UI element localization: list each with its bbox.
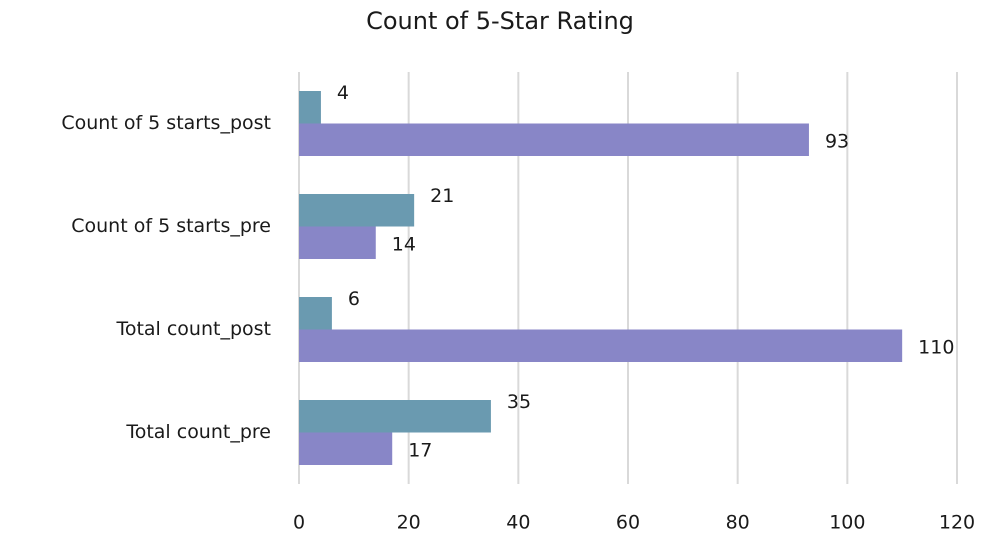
bar [299,432,393,465]
x-tick-label: 40 [506,512,530,534]
data-label: 21 [430,185,454,207]
data-label: 93 [825,130,849,152]
bar [299,329,903,362]
y-tick-label: Count of 5 starts_pre [71,215,271,237]
x-tick-label: 60 [616,512,640,534]
bar [299,226,376,259]
bar [299,91,321,124]
bar [299,123,809,156]
y-tick-label: Total count_post [115,318,271,340]
data-label: 35 [507,391,531,413]
x-tick-label: 0 [293,512,305,534]
y-tick-label: Count of 5 starts_post [61,112,271,134]
bar [299,194,415,227]
y-tick-label: Total count_pre [125,421,271,443]
data-label: 14 [392,233,416,255]
data-label: 6 [348,288,360,310]
bar [299,297,332,330]
x-tick-label: 80 [726,512,750,534]
x-tick-label: 120 [939,512,975,534]
data-label: 110 [918,336,954,358]
data-label: 4 [337,82,349,104]
x-tick-label: 100 [829,512,865,534]
bar [299,400,491,433]
x-tick-label: 20 [397,512,421,534]
chart-title: Count of 5-Star Rating [366,7,634,35]
data-label: 17 [408,439,432,461]
